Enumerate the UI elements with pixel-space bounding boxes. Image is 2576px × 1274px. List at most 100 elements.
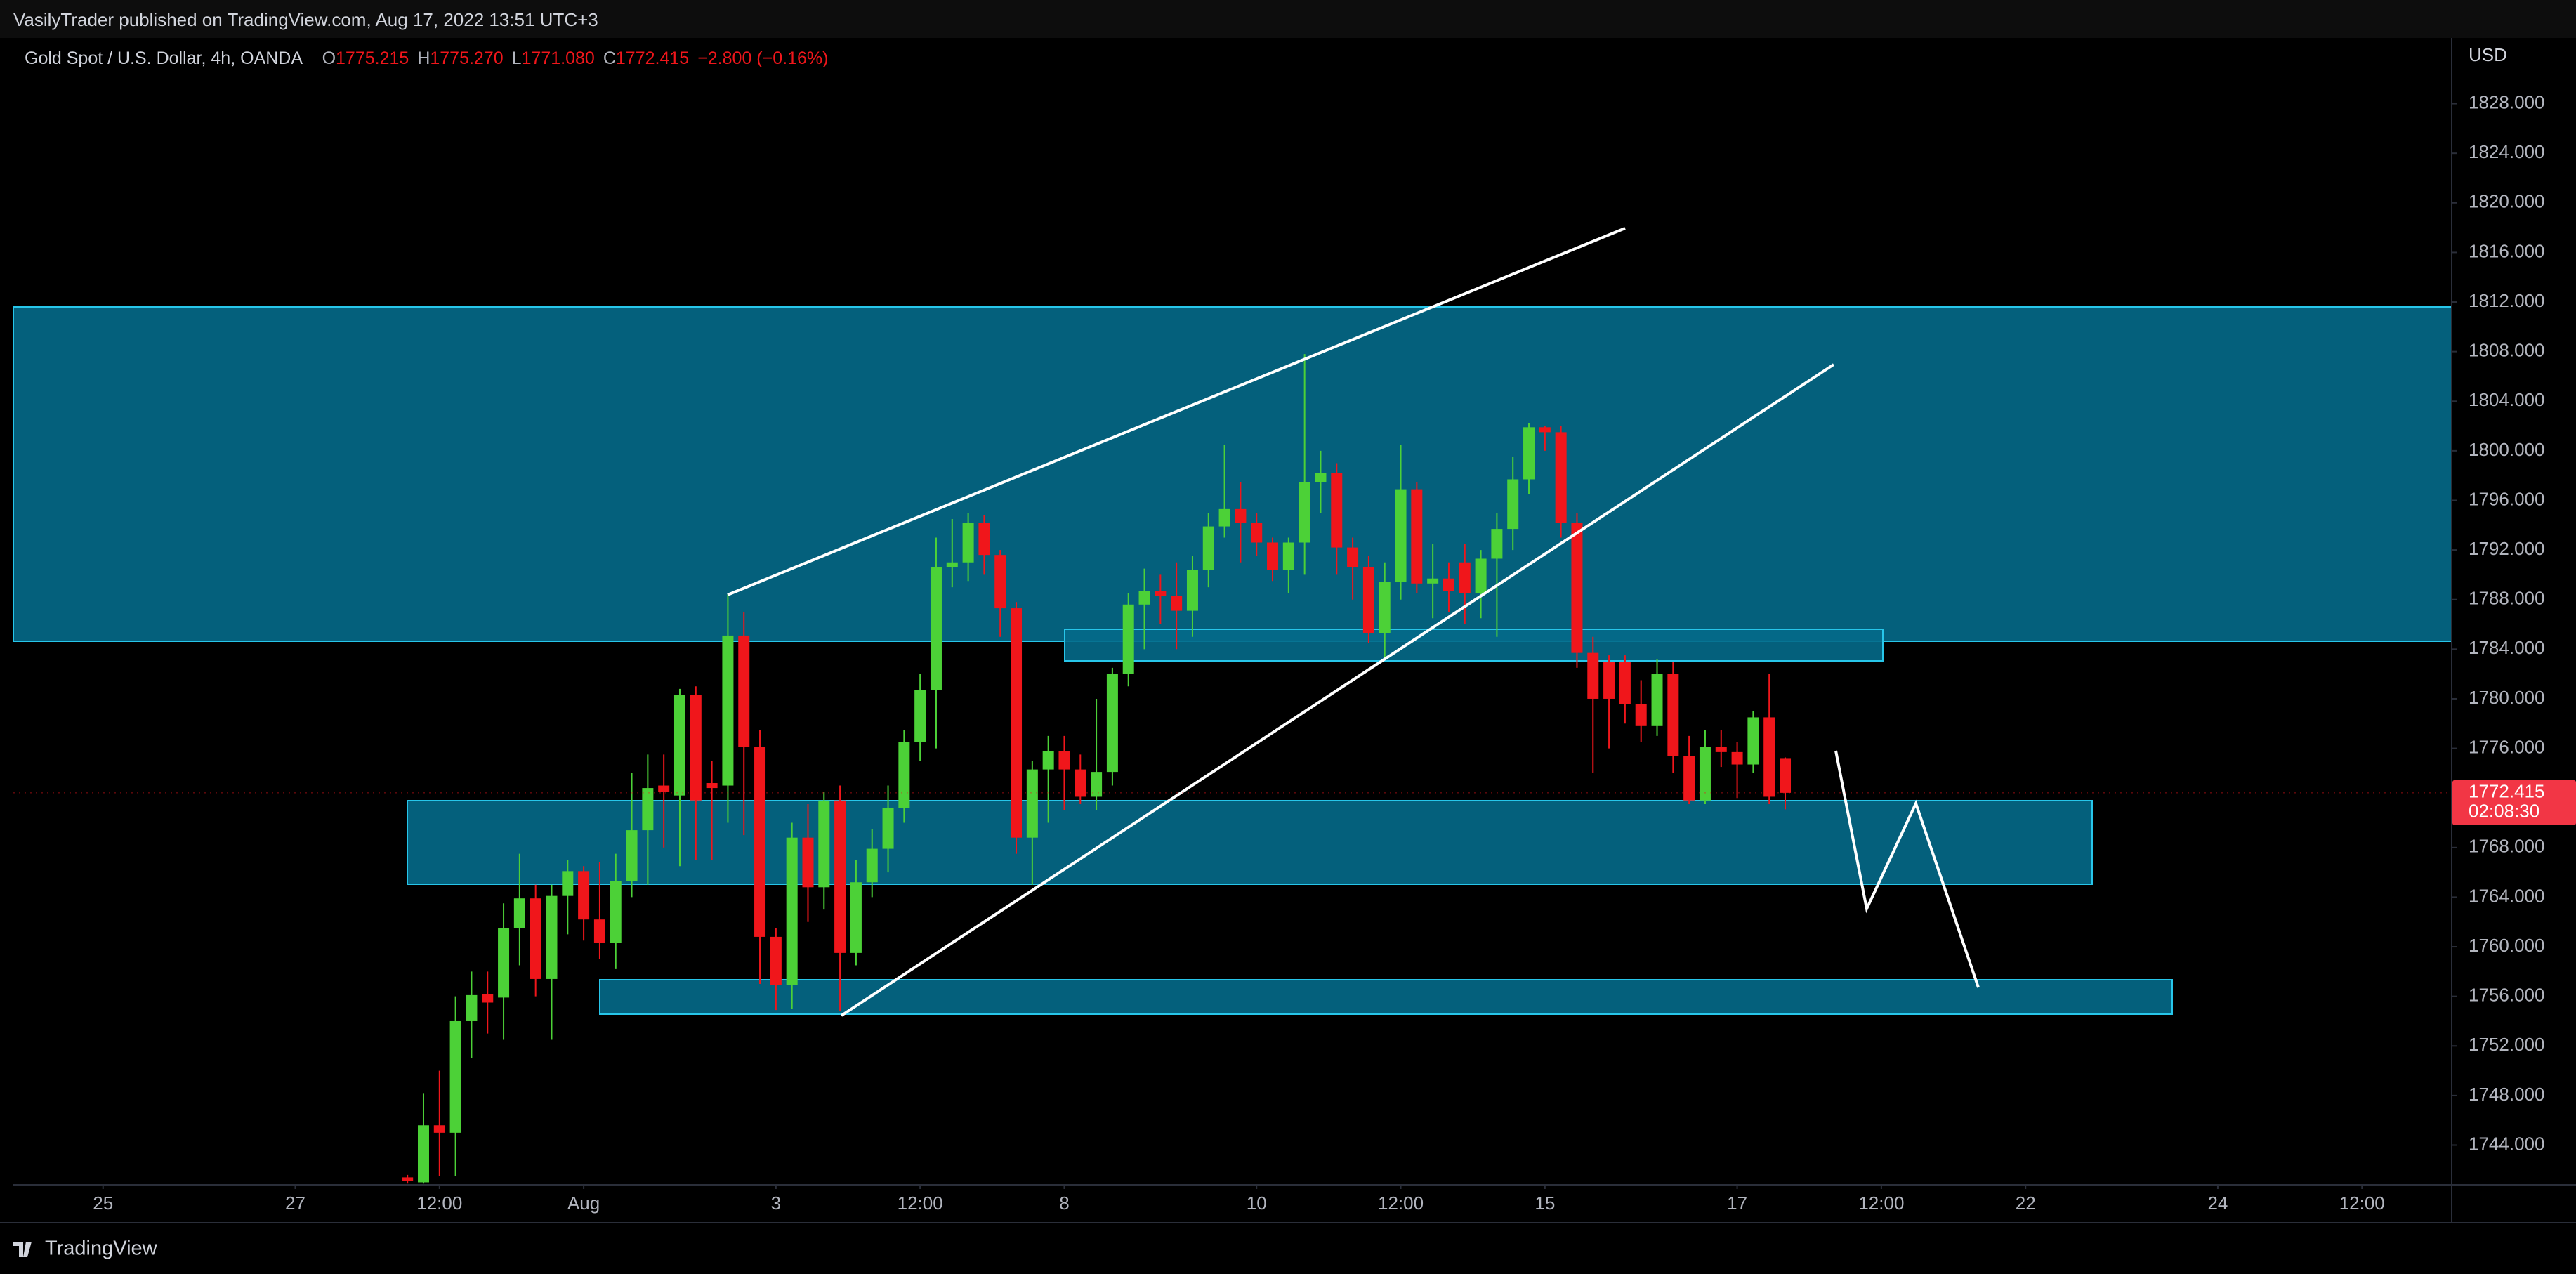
footer: TradingView (13, 1237, 158, 1260)
candle-body (850, 882, 862, 953)
currency: USD (2469, 44, 2507, 65)
candle-body (1651, 674, 1663, 726)
legend-key: L (512, 48, 522, 68)
candle-body (417, 1125, 429, 1183)
x-tick-label: 12:00 (898, 1193, 943, 1214)
candle-body (1780, 758, 1792, 793)
candle-body (1443, 578, 1454, 591)
y-tick-label: 1824.000 (2469, 141, 2544, 162)
candle-body (593, 919, 605, 943)
candle-body (466, 994, 478, 1021)
candle-body (770, 936, 782, 985)
candle-body (834, 800, 846, 953)
candle-body (1459, 562, 1471, 593)
legend-value: 1775.270 (430, 48, 503, 68)
candle-body (1635, 704, 1647, 726)
y-tick-label: 1760.000 (2469, 935, 2544, 956)
projection-path (1834, 750, 1980, 988)
y-tick-label: 1776.000 (2469, 736, 2544, 757)
candle-body (1331, 473, 1343, 548)
candle-body (673, 695, 685, 796)
zone (13, 306, 2452, 642)
candle-body (1235, 508, 1247, 523)
x-tick-label: 25 (93, 1193, 113, 1214)
candle-body (1042, 751, 1054, 770)
candle-body (1058, 751, 1070, 770)
y-tick-label: 1768.000 (2469, 836, 2544, 857)
candle-body (1667, 674, 1679, 756)
candle-body (402, 1177, 414, 1181)
candle-body (1282, 542, 1294, 570)
x-tick-label: 12:00 (1378, 1193, 1424, 1214)
candle-body (1202, 526, 1214, 570)
x-tick-label: 27 (285, 1193, 305, 1214)
candle-body (1091, 772, 1103, 797)
y-tick-label: 1792.000 (2469, 538, 2544, 559)
candle-body (1379, 582, 1391, 633)
y-tick-label: 1744.000 (2469, 1133, 2544, 1154)
candle-body (1763, 717, 1775, 797)
candle-body (914, 690, 926, 742)
candle-body (449, 1020, 461, 1133)
legend-key: H (417, 48, 430, 68)
candle-body (1267, 542, 1279, 570)
y-tick-label: 1748.000 (2469, 1084, 2544, 1105)
candle-body (1106, 674, 1118, 773)
candle-body (578, 871, 590, 920)
candle-body (1186, 570, 1198, 611)
candle-body (1315, 473, 1327, 482)
x-tick-label: Aug (567, 1193, 600, 1214)
candles (402, 354, 1792, 1184)
candle-body (1171, 596, 1183, 611)
candle-body (882, 808, 894, 849)
last-price-label: 1772.415 (2469, 781, 2544, 802)
candle-body (1603, 661, 1615, 699)
candle-body (1218, 508, 1230, 527)
candle-body (1155, 591, 1167, 596)
y-tick-label: 1820.000 (2469, 191, 2544, 212)
candle-body (1427, 578, 1439, 584)
candle-body (1362, 567, 1374, 633)
x-tick-label: 17 (1727, 1193, 1747, 1214)
zone (407, 800, 2093, 885)
candle-body (1122, 604, 1134, 674)
brand: TradingView (45, 1237, 158, 1260)
candle-body (1411, 489, 1423, 584)
candle-body (482, 994, 494, 1003)
last-price-box (2452, 780, 2576, 825)
legend-value: 1771.080 (522, 48, 595, 68)
candle-body (1715, 747, 1727, 752)
candle-body (690, 695, 702, 801)
candle-body (962, 523, 974, 563)
candle-body (1747, 717, 1759, 765)
candle-body (433, 1125, 445, 1133)
y-tick-label: 1800.000 (2469, 439, 2544, 460)
candle-body (978, 523, 990, 556)
legend-value: 1772.415 (616, 48, 689, 68)
candle-body (546, 895, 558, 979)
candle-body (1075, 769, 1086, 797)
candle-body (722, 635, 734, 786)
candle-body (802, 837, 814, 888)
y-tick-label: 1780.000 (2469, 687, 2544, 708)
y-tick-label: 1828.000 (2469, 91, 2544, 112)
y-tick-label: 1804.000 (2469, 389, 2544, 410)
candle-body (642, 788, 654, 831)
publisher: VasilyTrader published on TradingView.co… (13, 9, 598, 30)
candle-body (1299, 482, 1310, 543)
candle-body (498, 928, 510, 998)
y-tick-label: 1808.000 (2469, 340, 2544, 361)
x-tick-label: 24 (2207, 1193, 2228, 1214)
logo (13, 1242, 32, 1257)
candle-body (1619, 661, 1631, 704)
x-tick-label: 12:00 (2339, 1193, 2385, 1214)
candle-body (1395, 489, 1407, 583)
candle-body (738, 635, 750, 747)
candle-body (1026, 769, 1038, 838)
candle-body (1347, 547, 1359, 567)
legend-key: O (322, 48, 336, 68)
zone (599, 979, 2173, 1015)
y-tick-label: 1752.000 (2469, 1034, 2544, 1055)
